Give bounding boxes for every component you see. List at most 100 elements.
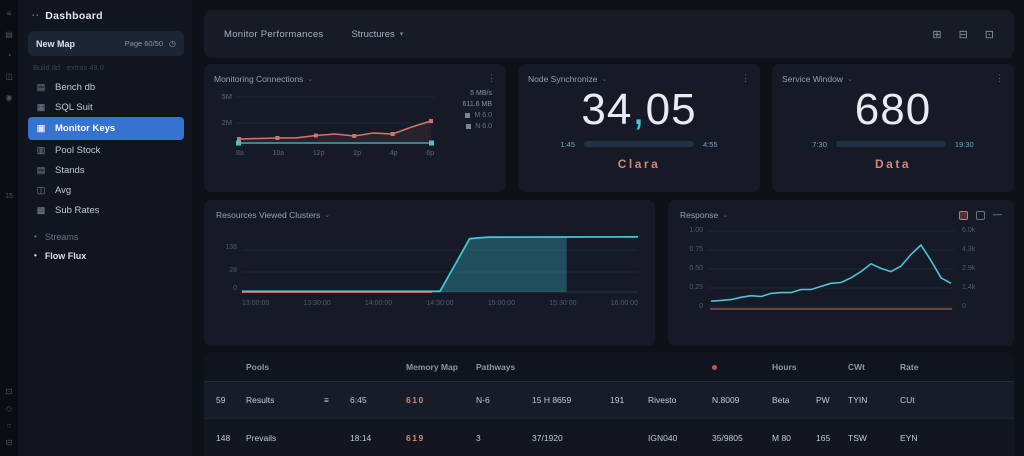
y-tick: 138 [225, 244, 237, 251]
gauge-min-label: 7:30 [812, 139, 827, 149]
page-indicator: Page 60/50 [124, 39, 164, 48]
column-header-pathways[interactable]: Pathways [476, 361, 516, 372]
cell-rate: CUt [900, 395, 915, 405]
sidebar-item-label: Avg [55, 184, 72, 196]
kebab-menu-icon[interactable]: ⋮ [995, 73, 1004, 83]
chevron-down-icon[interactable]: ⌄ [722, 212, 729, 219]
app-title: Dashboard [45, 10, 103, 22]
target-icon[interactable]: ◉ [5, 93, 13, 102]
column-header-memory-map[interactable]: Memory Map [406, 361, 458, 372]
y-tick: 28 [229, 267, 237, 274]
cell-flag: ≡ [324, 395, 329, 405]
minus-box-icon[interactable]: ⊟ [5, 438, 13, 447]
column-header-rate[interactable]: Rate [900, 361, 919, 372]
sidebar-item-avg[interactable]: ◫ Avg [28, 180, 184, 200]
gauge-max-label: 4:55 [703, 139, 718, 149]
cell-pw: PW [816, 395, 830, 405]
panel-actions: — [959, 208, 1002, 220]
cell-id: 59 [216, 395, 226, 405]
sidebar-item-stands[interactable]: ▤ Stands [28, 160, 184, 180]
sidebar-item-label: Monitor Keys [55, 123, 116, 134]
breadcrumb: Monitor Performances [224, 28, 324, 40]
legend-item[interactable]: N 6.0 [438, 123, 492, 130]
y-tick: 6.0k [962, 227, 976, 234]
new-map-label: New Map [36, 38, 76, 49]
history-icon[interactable]: ◷ [169, 39, 176, 48]
cell-pathways: 3 [476, 432, 481, 443]
gauge-min-label: 1:45 [560, 139, 575, 149]
panel-view-icon[interactable]: ⊡ [984, 28, 994, 41]
monitor-icon: ▣ [36, 123, 46, 133]
panel-header: Resources Viewed Clusters ⌄ [216, 210, 643, 220]
column-header-pools[interactable]: Pools [246, 361, 270, 372]
panel-title: Service Window [782, 73, 843, 84]
clock-icon[interactable]: ◔ [6, 51, 12, 60]
chevron-down-icon[interactable]: ⌄ [846, 75, 853, 83]
cell-memory: 619 [406, 432, 425, 443]
response-chart-area: 1.00 0.75 0.50 0.25 0 6.0k 4.3k 2.9k 1.4… [680, 225, 1002, 317]
topbar-actions: ⊞ ⊟ ⊡ [932, 28, 994, 41]
kebab-menu-icon[interactable]: ⋮ [741, 73, 750, 83]
box-icon[interactable]: ⊡ [5, 387, 13, 396]
diamond-icon[interactable]: ◇ [5, 404, 13, 413]
legend-item[interactable]: M 6.0 [438, 112, 492, 119]
expand-icon[interactable] [976, 210, 985, 220]
column-header-status[interactable] [712, 362, 772, 372]
x-tick: 2p [353, 150, 362, 157]
cell-rate: EYN [900, 432, 918, 443]
cell-pool: Results [246, 395, 275, 405]
sidebar-item-sql-suit[interactable]: ▦ SQL Suit [28, 97, 184, 117]
menu-icon[interactable]: ≡ [6, 9, 12, 18]
right-axis-value: 5 MB/s [470, 90, 492, 97]
column-header-hours[interactable]: Hours [772, 361, 797, 372]
y-tick: 5M [221, 92, 232, 101]
stat-value-separator: , [632, 85, 646, 134]
gauge-max-label: 19:30 [954, 139, 974, 149]
grid-view-icon[interactable]: ⊞ [932, 28, 942, 41]
column-header-cwt[interactable]: CWt [848, 361, 865, 372]
grid-icon: ▦ [36, 101, 46, 112]
resources-area-chart [242, 236, 638, 293]
rows-icon: ▤ [36, 164, 46, 175]
stat-value-int: 34 [581, 85, 633, 134]
kebab-menu-icon[interactable]: ⋮ [487, 73, 496, 83]
cell-pool: Prevails [246, 432, 277, 443]
list-icon: ▤ [36, 81, 46, 92]
sidebar-item-pool-stock[interactable]: ▥ Pool Stock [28, 140, 184, 160]
table-row[interactable]: 148 Prevails 18:14 619 3 37/1920 IGN040 … [204, 419, 1014, 456]
y-tick: 0 [962, 303, 966, 310]
cell-cwt: TYIN [848, 395, 868, 405]
cell-series: N.8009 [712, 395, 740, 405]
topbar: Monitor Performances Structures ▾ ⊞ ⊟ ⊡ [204, 10, 1014, 58]
panels-icon[interactable]: ▤ [5, 30, 13, 39]
y-tick: 0 [233, 285, 237, 292]
chevron-down-icon[interactable]: ⌄ [324, 212, 331, 219]
stats-row: Monitoring Connections ⌄ ⋮ 5M 2M 5 MB/s … [204, 64, 1014, 192]
panel-header: Node Synchronize ⌄ ⋮ [528, 73, 750, 84]
bullet-icon: • [34, 251, 37, 260]
structures-dropdown[interactable]: Structures ▾ [351, 29, 403, 40]
alert-badge-icon[interactable] [959, 210, 968, 220]
circle-icon[interactable]: ○ [6, 421, 12, 430]
panel-title: Monitoring Connections [214, 73, 304, 84]
quick-search-box[interactable]: New Map Page 60/50 ◷ [28, 31, 184, 56]
collapse-view-icon[interactable]: ⊟ [958, 28, 968, 41]
chevron-down-icon[interactable]: ⌄ [307, 75, 314, 83]
split-icon[interactable]: ◫ [5, 72, 13, 81]
sidebar-item-bench-db[interactable]: ▤ Bench db [28, 77, 184, 97]
table-row[interactable]: 59 Results ≡ 6:45 610 N-6 15 H 8659 191 … [204, 382, 1014, 419]
sidebar-item-monitor-keys[interactable]: ▣ Monitor Keys [28, 117, 184, 140]
minimize-icon[interactable]: — [993, 208, 1002, 219]
table-header-row: Pools Memory Map Pathways Hours CWt Rate [204, 352, 1014, 382]
cell-node: Rivesto [648, 395, 677, 405]
brand-dots-icon: ▪▪ [32, 13, 41, 19]
panel-header: Monitoring Connections ⌄ ⋮ [214, 73, 496, 84]
sidebar-section-streams[interactable]: • Streams [28, 227, 184, 246]
build-note: Build 8d · extras 49.0 [33, 63, 104, 72]
sidebar-item-sub-rates[interactable]: ▩ Sub Rates [28, 200, 184, 220]
sidebar-section-flow-flux[interactable]: • Flow Flux [28, 246, 184, 265]
x-tick: 6p [426, 150, 434, 157]
chevron-down-icon[interactable]: ⌄ [601, 75, 608, 83]
cell-time: 18:14 [350, 432, 372, 443]
